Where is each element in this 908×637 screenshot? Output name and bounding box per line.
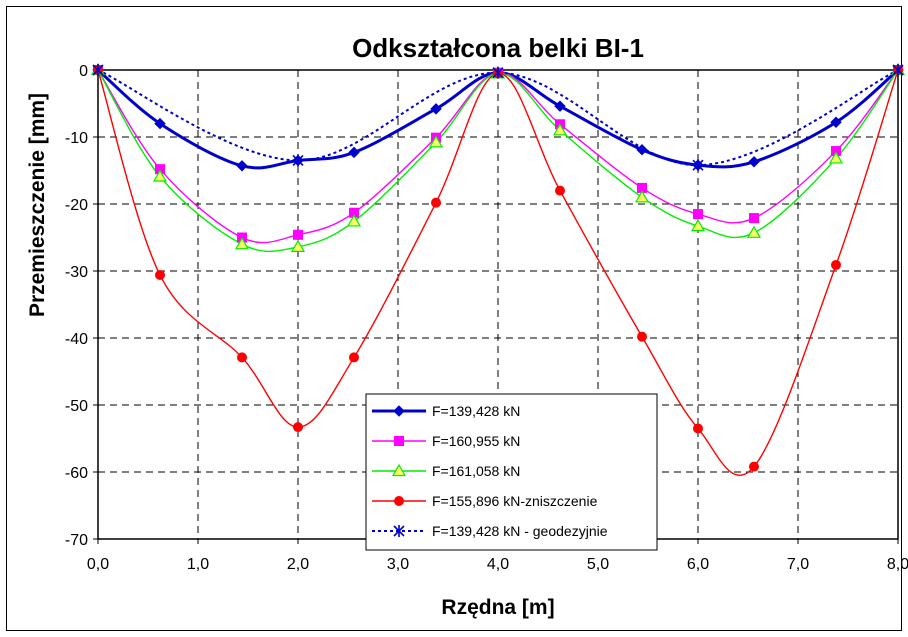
data-point-asterisk	[492, 66, 504, 79]
x-tick-label: 5,0	[587, 556, 609, 573]
x-tick-label: 4,0	[487, 556, 509, 573]
y-tick-label: -10	[65, 130, 88, 147]
data-point-square	[749, 213, 759, 224]
data-point-circle	[831, 259, 841, 270]
data-point-circle	[293, 422, 303, 433]
legend-label: F=155,896 kN-zniszczenie	[432, 493, 598, 509]
data-point-asterisk	[292, 154, 304, 167]
x-tick-label: 8,0	[887, 556, 908, 573]
data-point-diamond	[348, 146, 360, 159]
data-point-diamond	[154, 117, 166, 130]
data-point-diamond	[393, 405, 405, 417]
x-tick-label: 6,0	[687, 556, 709, 573]
data-point-asterisk	[393, 525, 405, 537]
data-point-triangle	[690, 218, 706, 232]
legend: F=139,428 kN F=160,955 kN F=161,058 kN F=15…	[365, 393, 658, 551]
data-point-diamond	[430, 103, 442, 115]
data-point-diamond	[236, 160, 248, 172]
data-point-circle	[394, 496, 404, 506]
data-point-circle	[237, 352, 247, 363]
x-tick-label: 7,0	[787, 556, 809, 573]
data-point-triangle	[634, 190, 650, 203]
x-tick-label: 2,0	[287, 556, 309, 573]
data-point-circle	[749, 461, 759, 472]
legend-label: F=160,955 kN	[432, 433, 520, 449]
data-point-circle	[431, 197, 441, 208]
data-point-triangle	[391, 463, 407, 477]
data-point-triangle	[746, 225, 762, 238]
y-tick-label: 0	[79, 63, 88, 80]
data-point-triangle	[828, 151, 844, 164]
y-axis-label: Przemieszczenie [mm]	[26, 93, 49, 317]
data-point-triangle	[152, 169, 168, 182]
data-point-triangle	[428, 135, 444, 148]
data-point-square	[394, 436, 404, 446]
y-tick-label: -70	[65, 532, 88, 549]
legend-label: F=139,428 kN	[432, 403, 520, 419]
legend-box	[365, 393, 658, 551]
x-tick-label: 3,0	[387, 556, 409, 573]
data-point-triangle	[552, 123, 568, 136]
x-axis-label: Rzędna [m]	[441, 596, 554, 619]
y-tick-label: -30	[65, 264, 88, 281]
x-tick-label: 0,0	[87, 556, 109, 573]
series-line	[97, 69, 899, 167]
legend-label: F=139,428 kN - geodezyjnie	[432, 523, 608, 539]
data-point-triangle	[346, 214, 362, 227]
data-point-square	[293, 229, 303, 240]
data-point-asterisk	[92, 64, 104, 76]
data-point-circle	[637, 331, 647, 342]
y-tick-label: -50	[65, 398, 88, 415]
data-point-diamond	[554, 100, 566, 112]
data-point-circle	[349, 352, 359, 363]
y-tick-label: -60	[65, 465, 88, 482]
data-point-diamond	[830, 116, 842, 128]
chart-title: Odkształcona belki BI-1	[352, 33, 644, 63]
data-point-triangle	[234, 236, 250, 250]
data-point-square	[693, 209, 703, 220]
data-point-diamond	[748, 156, 760, 168]
data-point-asterisk	[892, 64, 904, 76]
data-point-asterisk	[692, 159, 704, 172]
x-tick-label: 1,0	[187, 556, 209, 573]
y-tick-label: -40	[65, 331, 88, 348]
data-point-diamond	[636, 144, 648, 156]
data-point-circle	[693, 423, 703, 434]
y-tick-label: -20	[65, 197, 88, 214]
data-point-triangle	[290, 239, 306, 252]
legend-label: F=161,058 kN	[432, 463, 520, 479]
data-point-circle	[555, 185, 565, 196]
data-point-circle	[155, 270, 165, 281]
